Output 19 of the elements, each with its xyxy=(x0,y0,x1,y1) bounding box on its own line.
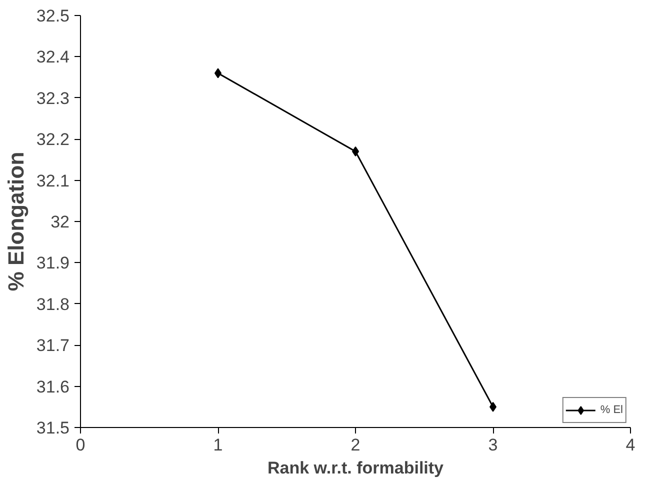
y-tick-label: 32.4 xyxy=(36,48,70,67)
y-tick-label: 32 xyxy=(50,212,70,232)
x-axis-title: Rank w.r.t. formability xyxy=(267,458,444,478)
legend-label: % El xyxy=(600,404,623,416)
x-tick-label: 4 xyxy=(626,436,636,454)
y-tick-label: 31.9 xyxy=(36,254,70,273)
y-tick-label: 31.8 xyxy=(36,294,70,314)
x-tick-label: 3 xyxy=(488,436,498,454)
y-axis-title: % Elongation xyxy=(3,152,28,292)
y-tick-label: 32.1 xyxy=(36,171,70,190)
x-tick-label: 2 xyxy=(350,436,360,454)
x-tick-label: 1 xyxy=(213,436,223,454)
y-tick-label: 32.5 xyxy=(36,6,70,26)
y-tick-label: 31.6 xyxy=(36,377,70,396)
y-tick-label: 32.3 xyxy=(36,88,70,108)
y-tick-label: 32.2 xyxy=(36,130,70,150)
y-tick-label: 31.7 xyxy=(36,336,70,356)
y-tick-label: 31.5 xyxy=(36,418,70,438)
x-tick-label: 0 xyxy=(76,436,86,454)
